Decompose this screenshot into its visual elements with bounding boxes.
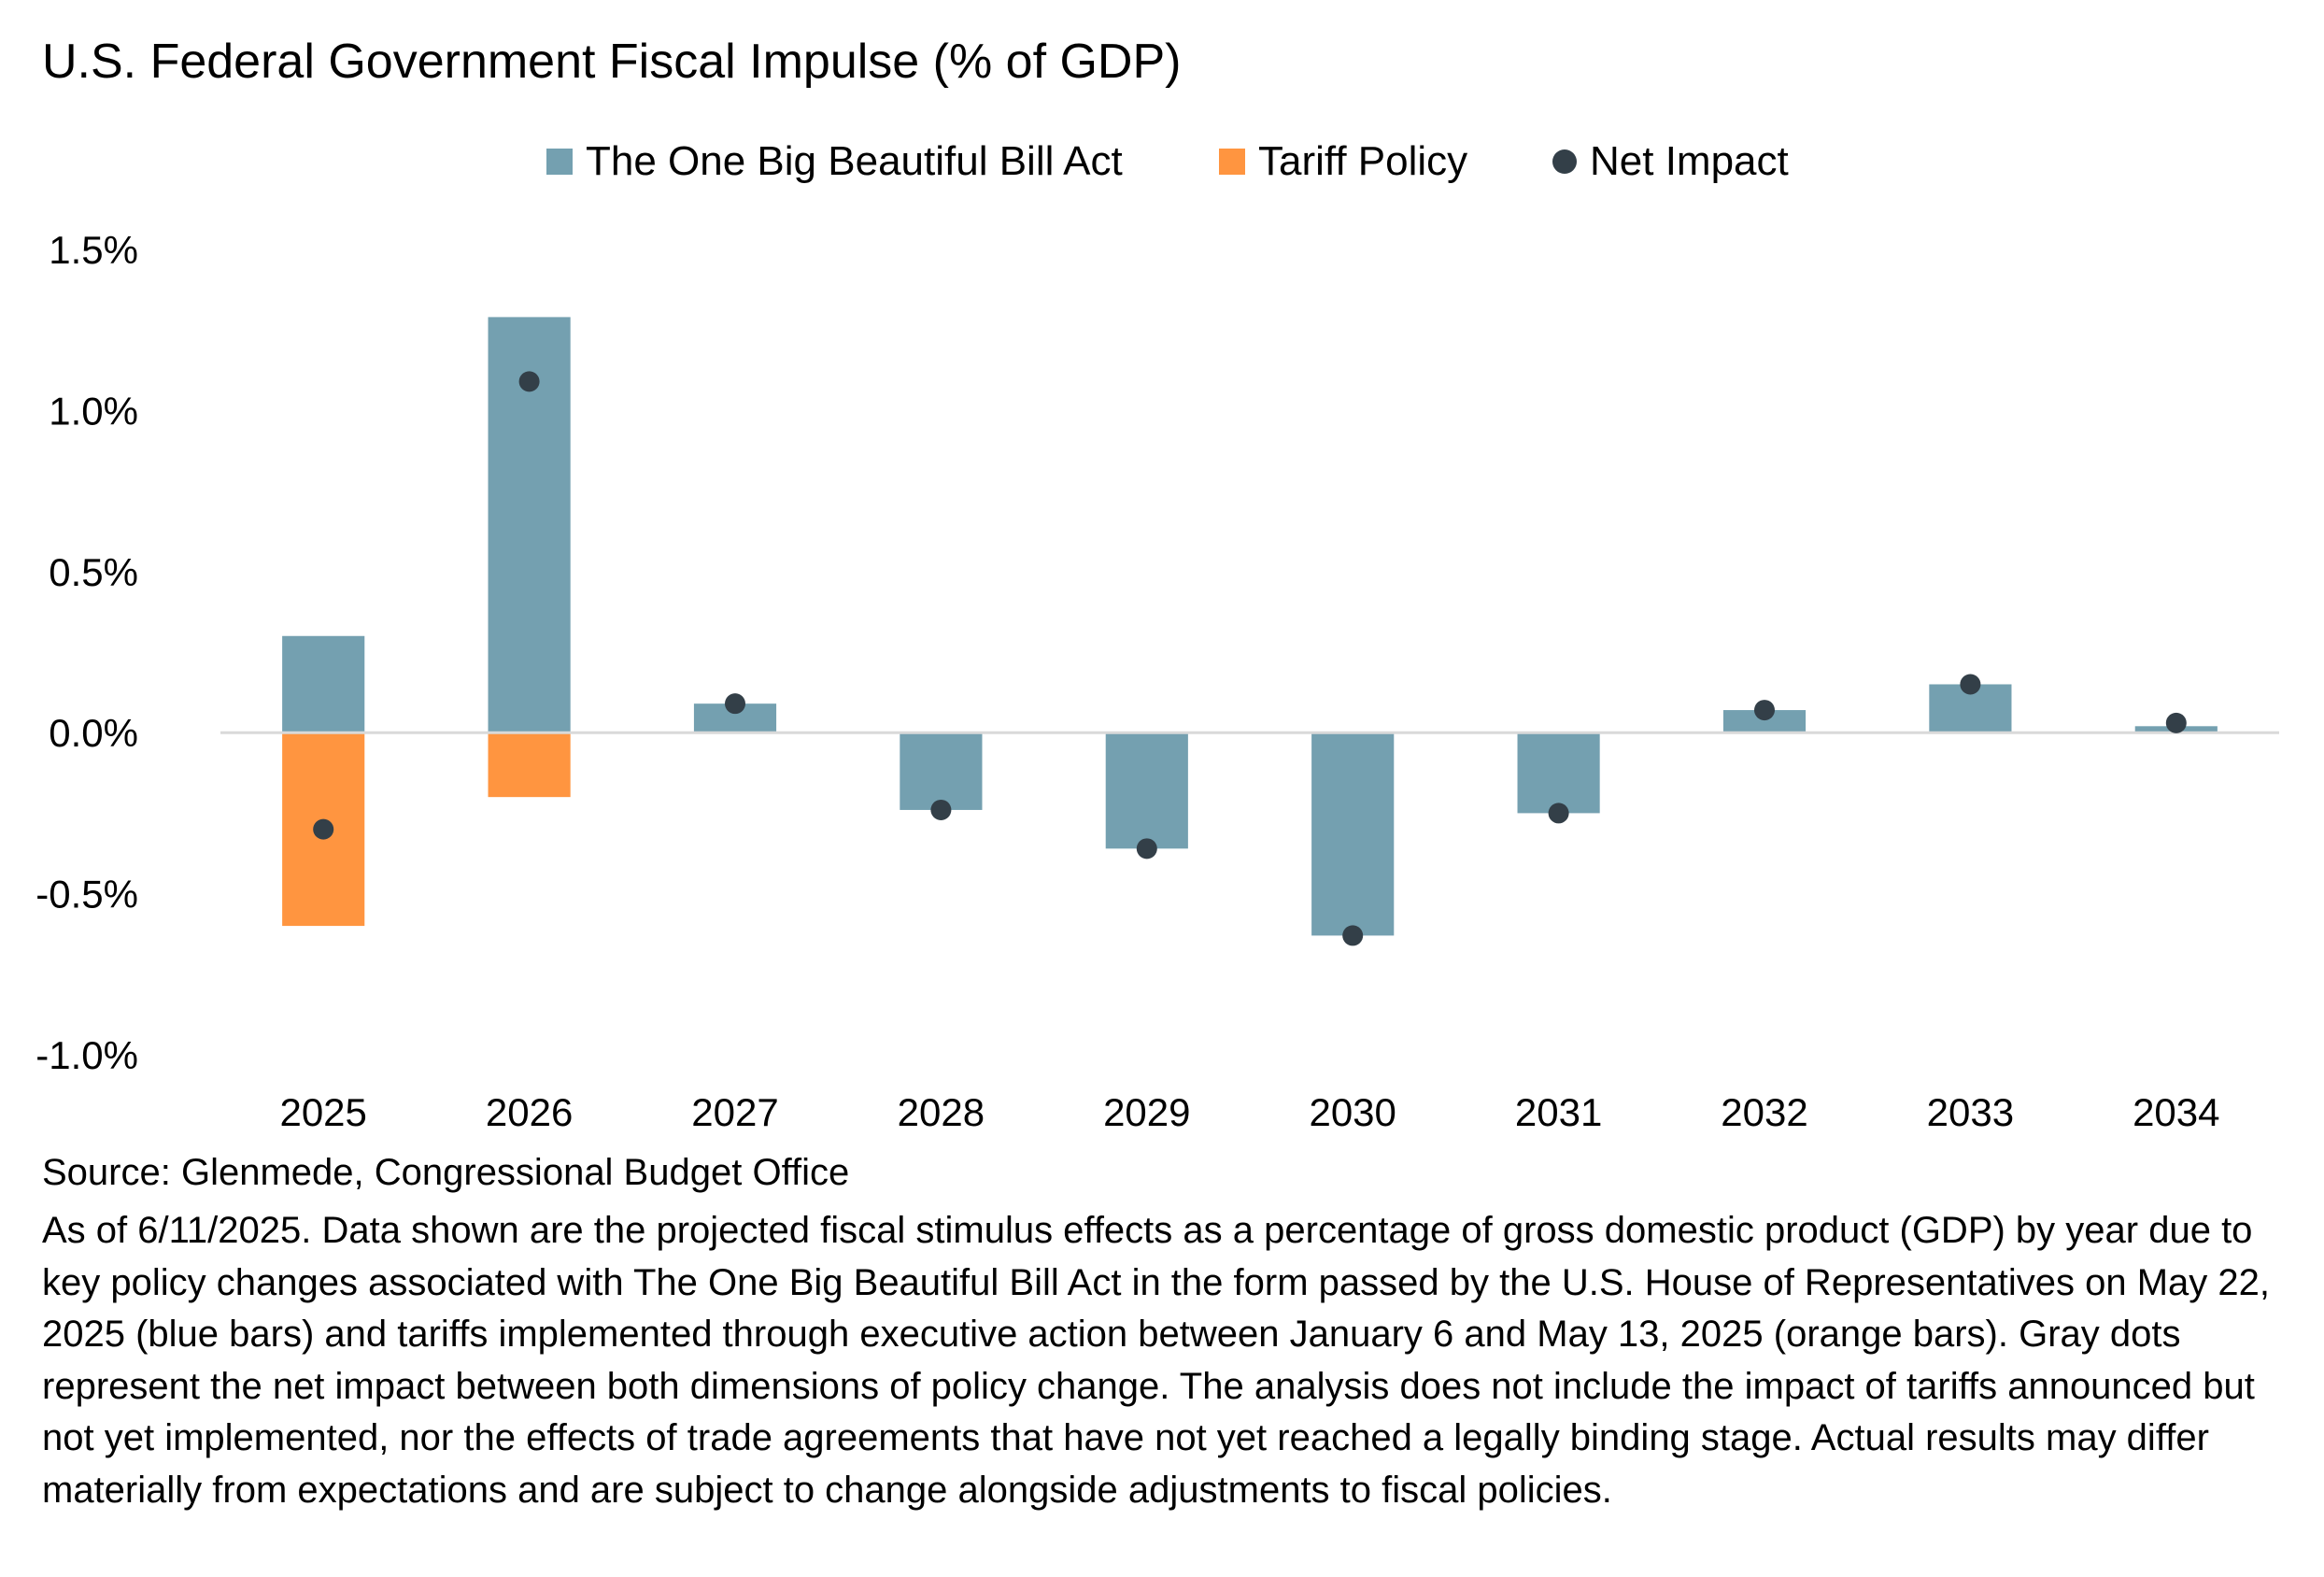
x-tick-label: 2027 — [691, 1090, 778, 1134]
x-tick-label: 2032 — [1721, 1090, 1807, 1134]
net-impact-point — [313, 818, 334, 840]
bar-the-one-big-beautiful-bill-act — [282, 635, 365, 733]
net-impact-point — [1136, 838, 1157, 860]
bar-the-one-big-beautiful-bill-act — [1311, 732, 1395, 936]
net-impact-point — [1960, 674, 1981, 695]
net-impact-point — [725, 693, 745, 715]
x-tick-label: 2025 — [279, 1090, 366, 1134]
net-impact-point — [1548, 803, 1569, 824]
x-tick-label: 2028 — [898, 1090, 985, 1134]
source-note: Source: Glenmede, Congressional Budget O… — [42, 1152, 850, 1193]
legend-item-tariff-policy: Tariff Policy — [1219, 138, 1467, 185]
legend-label-net-impact: Net Impact — [1590, 138, 1789, 184]
x-tick-label: 2030 — [1309, 1090, 1396, 1134]
x-tick-label: 2034 — [2133, 1090, 2219, 1134]
y-tick-label: -1.0% — [35, 1033, 138, 1077]
y-tick-label: 1.0% — [49, 389, 138, 433]
legend-label-bill-act: The One Big Beautiful Bill Act — [586, 138, 1123, 184]
x-tick-label: 2031 — [1515, 1090, 1602, 1134]
y-tick-label: 0.5% — [49, 550, 138, 594]
y-tick-label: 0.0% — [49, 711, 138, 755]
legend-item-bill-act: The One Big Beautiful Bill Act — [546, 138, 1123, 185]
chart-plot-area: -1.0% -0.5% 0.0% 0.5% 1.0% 1.5% 2025 2026 2027 20… — [35, 228, 2279, 1134]
net-impact-point — [1342, 925, 1364, 946]
bar-the-one-big-beautiful-bill-act — [1517, 732, 1600, 814]
net-impact-point — [930, 799, 952, 820]
legend-item-net-impact: Net Impact — [1552, 138, 1789, 185]
net-impact-point — [2165, 712, 2187, 733]
legend-label-tariff-policy: Tariff Policy — [1258, 138, 1468, 184]
legend-swatch-tariff-policy — [1219, 149, 1245, 175]
y-tick-label: 1.5% — [49, 228, 138, 272]
legend-marker-net-impact — [1552, 149, 1577, 174]
footnote: As of 6/11/2025. Data shown are the proj… — [42, 1210, 2270, 1511]
x-tick-label: 2033 — [1927, 1090, 2014, 1134]
y-tick-label: -0.5% — [35, 873, 138, 916]
legend-swatch-bill-act — [546, 149, 573, 175]
chart-title: U.S. Federal Government Fiscal Impulse (… — [42, 35, 1182, 89]
bar-the-one-big-beautiful-bill-act — [1105, 732, 1188, 849]
bar-the-one-big-beautiful-bill-act — [900, 732, 983, 810]
x-tick-label: 2026 — [486, 1090, 573, 1134]
legend: The One Big Beautiful Bill Act Tariff Po… — [0, 138, 2324, 194]
bar-tariff-policy — [488, 732, 571, 798]
net-impact-point — [1754, 700, 1775, 721]
x-tick-label: 2029 — [1103, 1090, 1190, 1134]
net-impact-point — [518, 371, 540, 392]
